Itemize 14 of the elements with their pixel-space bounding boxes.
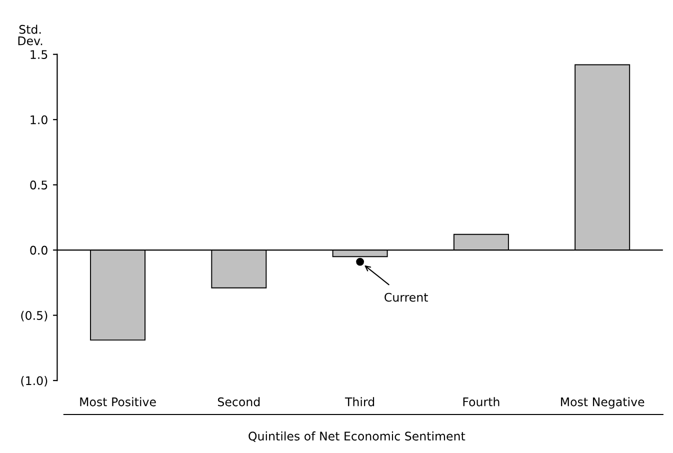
x-tick-label: Most Negative <box>561 397 644 409</box>
y-tick-label: 1.5 <box>30 50 48 60</box>
x-tick-label: Most Positive <box>80 397 156 406</box>
y-tick-label: 0.5 <box>30 180 48 190</box>
x-tick-label: Fourth <box>463 397 500 406</box>
y-axis-title: Std. Dev. <box>18 24 42 46</box>
y-tick-label: (0.5) <box>21 310 48 322</box>
y-tick-label: 0.0 <box>30 246 48 255</box>
x-tick-label: Third <box>344 397 374 406</box>
x-tick-label: Second <box>218 397 260 406</box>
annotation: Current <box>384 292 428 302</box>
x-axis-title: Quintiles of Net Economic Sentiment <box>248 431 466 442</box>
y-tick-label: (1.0) <box>21 376 48 387</box>
y-tick-label: 1.0 <box>30 115 48 124</box>
